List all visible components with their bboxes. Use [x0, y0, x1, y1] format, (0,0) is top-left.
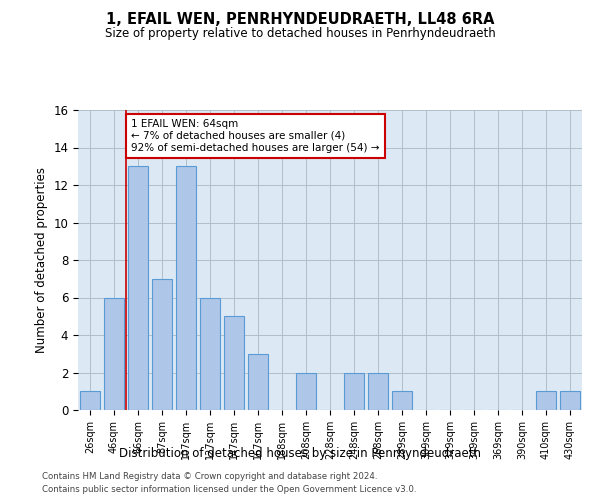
Text: Contains HM Land Registry data © Crown copyright and database right 2024.: Contains HM Land Registry data © Crown c…: [42, 472, 377, 481]
Bar: [344, 372, 364, 410]
Text: 1 EFAIL WEN: 64sqm
← 7% of detached houses are smaller (4)
92% of semi-detached : 1 EFAIL WEN: 64sqm ← 7% of detached hous…: [131, 120, 379, 152]
Text: Contains public sector information licensed under the Open Government Licence v3: Contains public sector information licen…: [42, 485, 416, 494]
Bar: [368, 372, 388, 410]
Text: Size of property relative to detached houses in Penrhyndeudraeth: Size of property relative to detached ho…: [104, 28, 496, 40]
Bar: [248, 354, 268, 410]
Bar: [176, 166, 196, 410]
Bar: [200, 298, 220, 410]
Bar: [224, 316, 244, 410]
Bar: [80, 391, 100, 410]
Bar: [104, 298, 124, 410]
Bar: [560, 391, 580, 410]
Bar: [152, 279, 172, 410]
Text: 1, EFAIL WEN, PENRHYNDEUDRAETH, LL48 6RA: 1, EFAIL WEN, PENRHYNDEUDRAETH, LL48 6RA: [106, 12, 494, 28]
Y-axis label: Number of detached properties: Number of detached properties: [35, 167, 48, 353]
Bar: [536, 391, 556, 410]
Bar: [392, 391, 412, 410]
Text: Distribution of detached houses by size in Penrhyndeudraeth: Distribution of detached houses by size …: [119, 448, 481, 460]
Bar: [128, 166, 148, 410]
Bar: [296, 372, 316, 410]
